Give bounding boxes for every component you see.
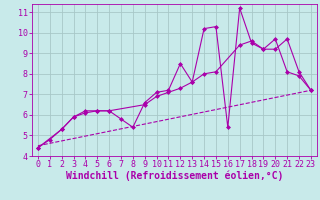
X-axis label: Windchill (Refroidissement éolien,°C): Windchill (Refroidissement éolien,°C) — [66, 171, 283, 181]
